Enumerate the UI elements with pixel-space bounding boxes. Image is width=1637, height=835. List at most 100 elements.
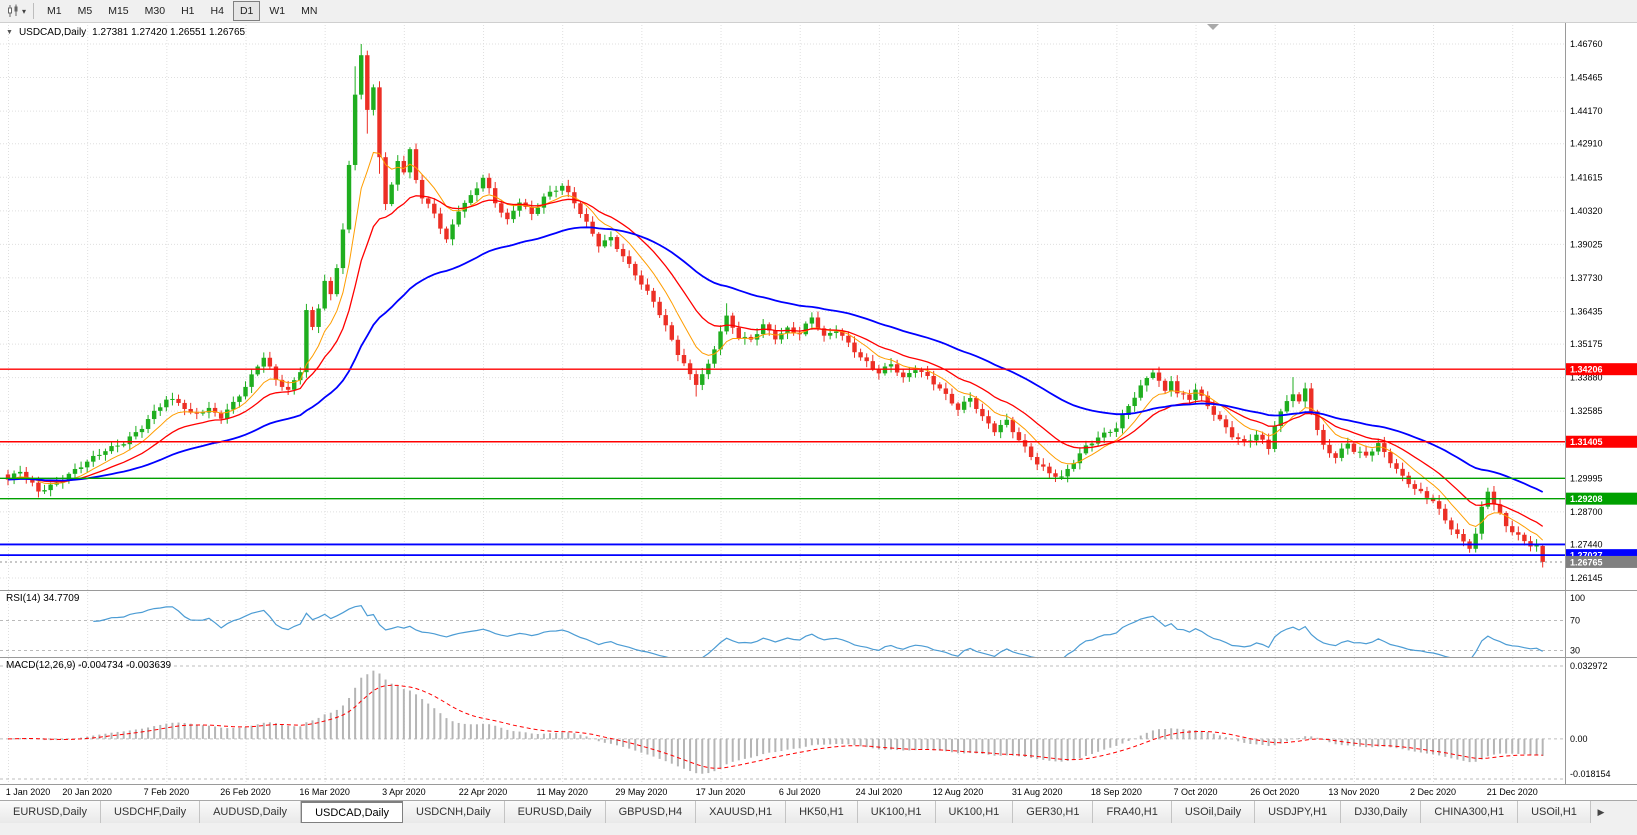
candle-body [1047,466,1052,474]
candle-body [328,280,333,295]
timeframe-button-h1[interactable]: H1 [181,5,195,17]
date-label: 16 Mar 2020 [299,787,350,797]
candle-body [1162,380,1168,391]
timeframe-button-mn[interactable]: MN [301,5,318,17]
rsi-panel [0,605,1565,657]
candle-body [1114,428,1119,432]
candle-body [888,364,894,367]
candle-body [218,412,224,419]
candle-body [1235,437,1241,440]
timeframe-button-m5[interactable]: M5 [77,5,93,17]
date-label: 26 Oct 2020 [1250,787,1299,797]
candle-body [1211,406,1217,415]
candle-body [1534,545,1539,547]
candle-body [474,188,480,196]
candle-body [529,206,534,214]
candle-body [1199,389,1204,396]
chart-tab-usdcad-daily[interactable]: USDCAD,Daily [301,801,404,823]
chart-tab-usoil-daily[interactable]: USOil,Daily [1171,801,1256,823]
price-tick-label: 1.29995 [1570,473,1603,483]
candle-body [1430,497,1436,502]
candle-body [493,188,498,204]
candle-body [1321,429,1326,445]
candle-body [334,268,340,295]
candle-body [925,371,930,376]
chart-tab-ger30-h1[interactable]: GER30,H1 [1013,801,1094,823]
chart-title-text: USDCAD,Daily [18,27,87,38]
candle-body [1309,388,1314,412]
candle-body [273,366,279,380]
chart-tab-uk100-h1[interactable]: UK100,H1 [857,801,936,823]
timeframe-button-m30[interactable]: M30 [144,5,166,17]
candle-body [1284,401,1290,412]
candle-body [1150,372,1156,379]
timeframe-button-m15[interactable]: M15 [108,5,129,17]
candle-body [1016,432,1022,441]
macd-signal-line [7,684,1543,769]
chart-tab-eurusd-daily[interactable]: EURUSD,Daily [504,801,606,823]
candle-body [663,315,668,326]
candle-body [401,161,407,173]
candle-body [243,386,248,397]
candle-body [1473,533,1478,549]
timeframe-button-h4[interactable]: H4 [210,5,224,17]
candle-body [913,370,918,373]
chart-type-icon[interactable] [4,2,22,20]
candle-body [200,412,206,414]
candle-body [803,323,808,335]
chart-type-dropdown-caret[interactable]: ▾ [22,6,27,16]
candle-body [237,396,242,402]
timeframe-button-m1[interactable]: M1 [47,5,62,17]
chart-tab-usoil-h1[interactable]: USOil,H1 [1518,801,1591,823]
chart-canvas[interactable]: 1.46760 1.45465 1.44170 1.42910 1.41615 1.403… [0,0,1637,800]
candle-body [1181,393,1186,395]
chart-tab-usdcnh-daily[interactable]: USDCNH,Daily [403,801,505,823]
chart-tab-uk100-h1[interactable]: UK100,H1 [935,801,1014,823]
candle-body [66,473,72,481]
candle-body [541,196,547,208]
chart-background[interactable] [0,22,1637,800]
candle-body [840,331,845,336]
candle-body [882,366,888,374]
chart-tab-gbpusd-h4[interactable]: GBPUSD,H4 [605,801,697,823]
candle-body [352,94,358,165]
timeframe-button-d1[interactable]: D1 [232,1,261,21]
candle-body [17,471,23,474]
collapse-chart-icon[interactable]: ▼ [6,29,13,36]
price-tick-label: 1.33880 [1570,373,1603,383]
candle-body [304,310,309,373]
candle-body [1108,431,1113,433]
chart-tab-usdjpy-h1[interactable]: USDJPY,H1 [1255,801,1342,823]
candle-body [949,393,955,404]
timeframe-button-w1[interactable]: W1 [269,5,286,17]
candle-body [1296,394,1302,402]
price-axis[interactable]: 1.46760 1.45465 1.44170 1.42910 1.41615 1.403… [1566,39,1637,779]
candle-body [1503,512,1509,527]
price-tick-label: 1.42910 [1570,139,1603,149]
candle-body [602,240,608,247]
chart-tab-xauusd-h1[interactable]: XAUUSD,H1 [696,801,787,823]
candle-body [1278,411,1284,426]
candle-body [310,310,315,327]
date-axis[interactable]: 1 Jan 2020 20 Jan 2020 7 Feb 2020 26 Feb 20… [6,787,1538,797]
chart-tab-hk50-h1[interactable]: HK50,H1 [786,801,858,823]
price-badge-label: 1.26765 [1570,557,1603,567]
chart-tab-usdchf-daily[interactable]: USDCHF,Daily [100,801,201,823]
tab-scroll-right-button[interactable]: ▶ [1597,806,1605,817]
horizontal-lines[interactable] [0,368,1565,557]
chart-shift-marker[interactable] [1207,24,1219,30]
candle-body [432,203,437,214]
candle-body [791,327,796,333]
rsi-level-label: 70 [1570,616,1580,626]
chart-tab-fra40-h1[interactable]: FRA40,H1 [1093,801,1172,823]
chart-tab-eurusd-daily[interactable]: EURUSD,Daily [0,801,101,823]
chart-tab-china300-h1[interactable]: CHINA300,H1 [1421,801,1519,823]
candlestick-chart-icon [8,4,18,17]
candle-body [462,202,467,212]
candle-body [986,416,991,424]
candle-body [322,280,327,309]
chart-tab-dj30-daily[interactable]: DJ30,Daily [1341,801,1422,823]
chart-tab-audusd-daily[interactable]: AUDUSD,Daily [200,801,302,823]
candle-body [858,352,863,358]
candle-body [1217,414,1223,420]
